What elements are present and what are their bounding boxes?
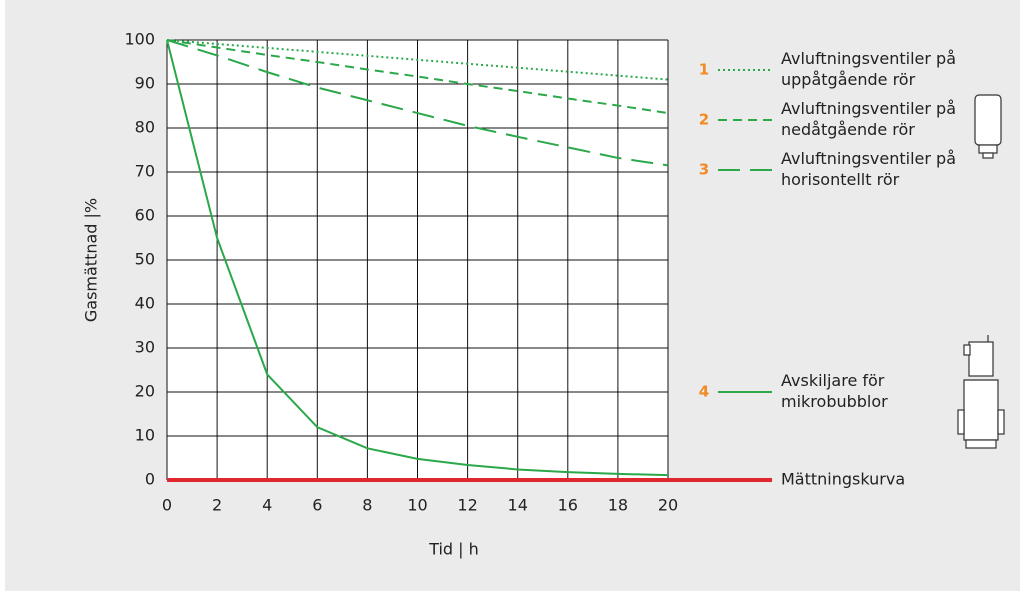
x-tick-label: 18 [608,496,628,515]
y-tick-label: 0 [145,470,155,489]
y-tick-label: 40 [135,294,155,313]
y-tick-label: 10 [135,426,155,445]
y-tick-label: 50 [135,250,155,269]
y-axis-label: Gasmättnad |% [82,198,101,322]
x-tick-label: 6 [312,496,322,515]
y-tick-label: 20 [135,382,155,401]
x-tick-label: 16 [558,496,578,515]
x-tick-label: 0 [162,496,172,515]
legend-label: Avluftningsventiler på [781,49,956,68]
legend-label: mikrobubblor [781,392,888,411]
y-tick-label: 30 [135,338,155,357]
valve-icon [975,95,1001,158]
x-tick-label: 2 [212,496,222,515]
legend-number: 3 [699,161,709,179]
x-axis-label: Tid | h [428,540,479,559]
y-tick-label: 90 [135,74,155,93]
y-tick-label: 100 [124,30,155,49]
chart: Tid | h Gasmättnad |% 010203040506070809… [0,0,1025,591]
legend-label: horisontellt rör [781,170,900,189]
legend-number: 1 [699,61,709,79]
legend-number: 4 [699,383,709,401]
legend-label: uppåtgående rör [781,70,916,89]
legend-label: Mättningskurva [781,470,905,489]
x-tick-label: 14 [508,496,528,515]
x-tick-label: 8 [362,496,372,515]
legend-label: nedåtgående rör [781,120,915,139]
x-tick-label: 20 [658,496,678,515]
y-tick-label: 60 [135,206,155,225]
x-tick-label: 12 [457,496,477,515]
y-tick-label: 70 [135,162,155,181]
legend-label: Avluftningsventiler på [781,99,956,118]
legend-label: Avskiljare för [781,371,885,390]
legend-label: Avluftningsventiler på [781,149,956,168]
legend-number: 2 [699,111,709,129]
x-tick-label: 4 [262,496,272,515]
x-tick-label: 10 [407,496,427,515]
y-tick-label: 80 [135,118,155,137]
